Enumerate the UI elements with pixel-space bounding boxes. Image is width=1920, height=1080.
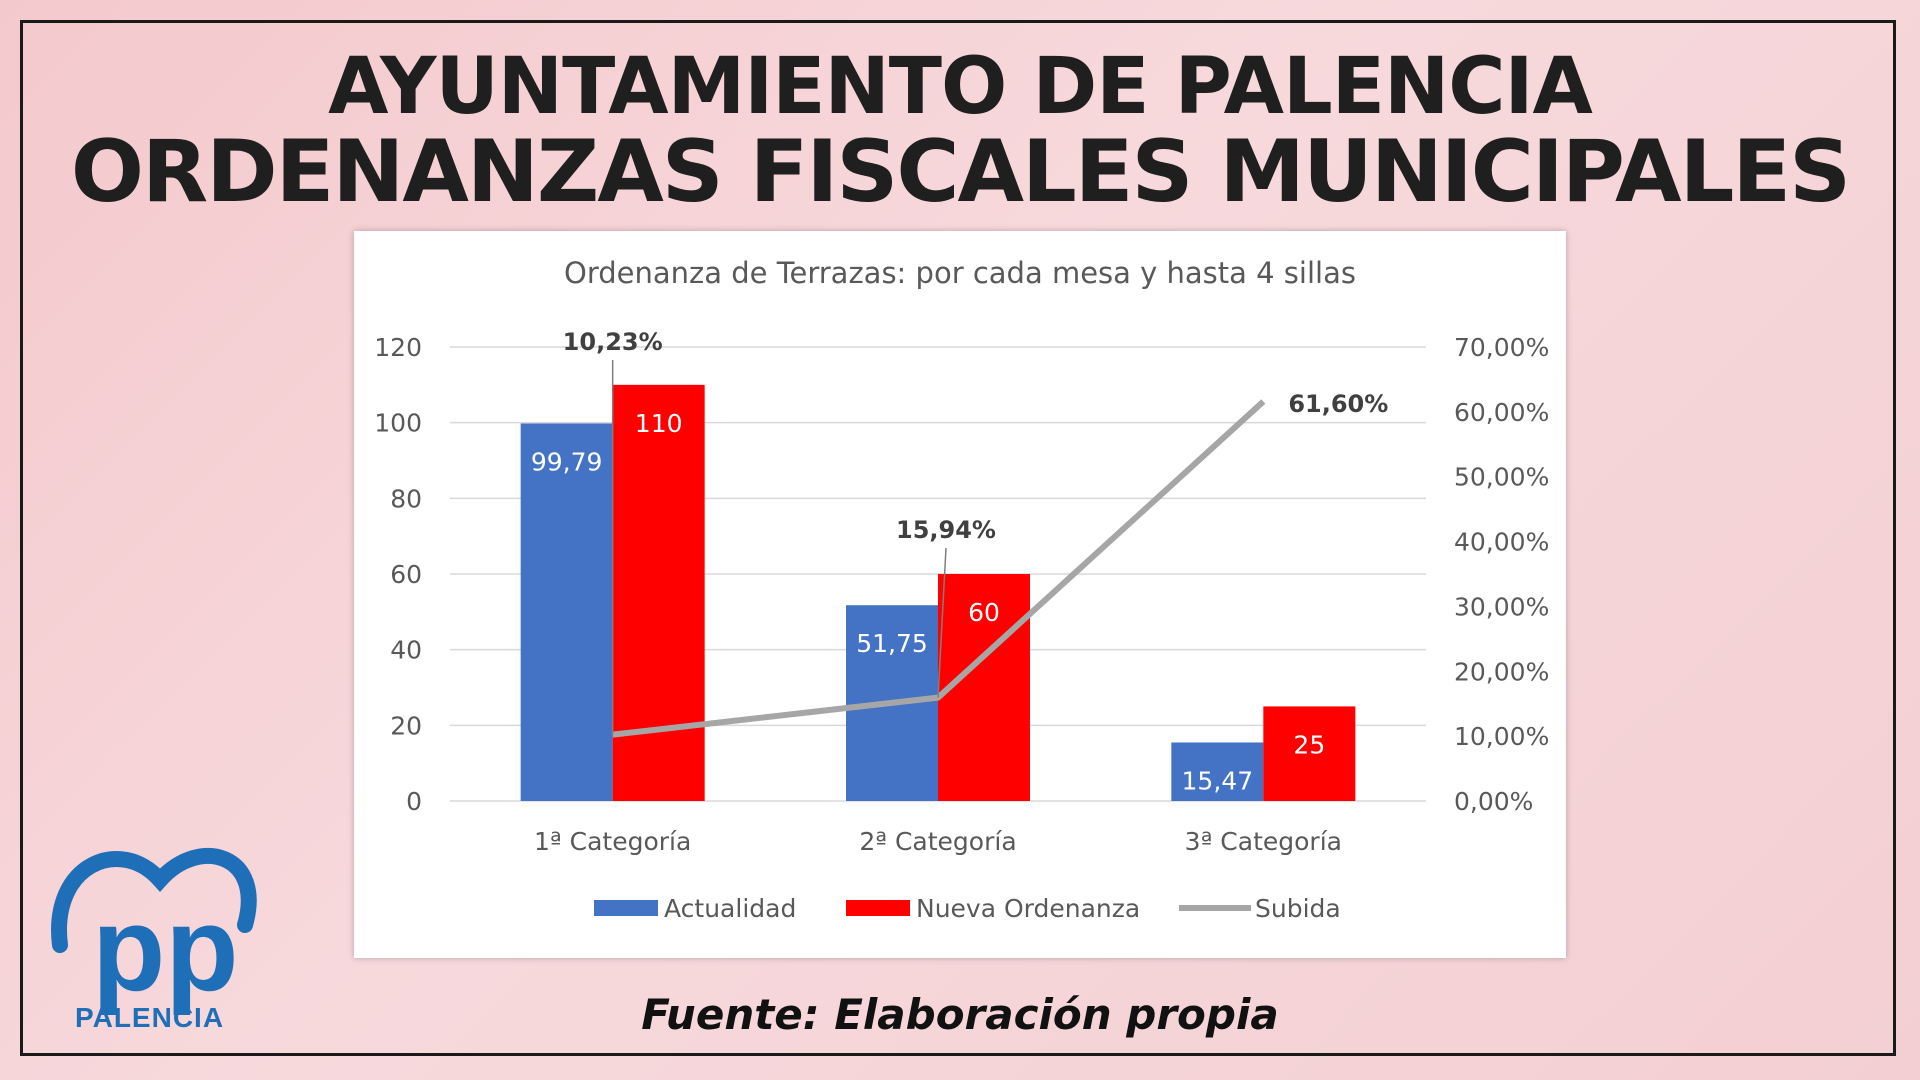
title-line-2: ORDENANZAS FISCALES MUNICIPALES bbox=[70, 122, 1851, 222]
bar-data-label: 15,47 bbox=[1182, 766, 1254, 795]
y-tick-label: 60 bbox=[390, 560, 422, 589]
legend-swatch bbox=[594, 900, 658, 916]
bar-data-label: 99,79 bbox=[531, 447, 603, 476]
legend-swatch bbox=[846, 900, 910, 916]
bar-data-label: 25 bbox=[1293, 730, 1325, 759]
category-label: 3ª Categoría bbox=[1185, 827, 1342, 856]
legend-label: Nueva Ordenanza bbox=[916, 894, 1140, 923]
y2-tick-label: 60,00% bbox=[1454, 398, 1549, 427]
y-tick-label: 80 bbox=[390, 484, 422, 513]
bar-nueva-ordenanza bbox=[612, 384, 705, 801]
chart-panel: Ordenanza de Terrazas: por cada mesa y h… bbox=[354, 231, 1566, 958]
logo-text: PALENCIA bbox=[75, 1002, 225, 1033]
y2-tick-label: 50,00% bbox=[1454, 463, 1549, 492]
source-note: Fuente: Elaboración propia bbox=[641, 990, 1279, 1039]
category-label: 2ª Categoría bbox=[859, 827, 1016, 856]
chart-title: Ordenanza de Terrazas: por cada mesa y h… bbox=[564, 256, 1356, 290]
y-tick-label: 100 bbox=[374, 409, 422, 438]
bar-actualidad bbox=[1171, 742, 1264, 801]
line-data-label: 61,60% bbox=[1288, 390, 1388, 418]
y2-tick-label: 40,00% bbox=[1454, 528, 1549, 557]
line-data-label: 10,23% bbox=[563, 328, 663, 356]
title-line-1: AYUNTAMIENTO DE PALENCIA bbox=[328, 42, 1593, 132]
bar-nueva-ordenanza bbox=[1263, 706, 1356, 801]
legend-label: Subida bbox=[1255, 894, 1341, 923]
line-data-label: 15,94% bbox=[896, 516, 996, 544]
bar-data-label: 60 bbox=[968, 598, 1000, 627]
y2-tick-label: 30,00% bbox=[1454, 592, 1549, 621]
y-tick-label: 40 bbox=[390, 636, 422, 665]
y-tick-label: 0 bbox=[406, 787, 422, 816]
category-label: 1ª Categoría bbox=[534, 827, 691, 856]
bar-actualidad bbox=[520, 423, 613, 801]
pp-logo-icon: pp bbox=[51, 848, 257, 1016]
y-tick-label: 20 bbox=[390, 711, 422, 740]
y-tick-label: 120 bbox=[374, 333, 422, 362]
legend-label: Actualidad bbox=[664, 894, 796, 923]
bar-data-label: 51,75 bbox=[856, 629, 928, 658]
bar-data-label: 110 bbox=[635, 409, 683, 438]
svg-text:pp: pp bbox=[92, 882, 239, 1016]
y2-tick-label: 0,00% bbox=[1454, 787, 1533, 816]
leader-line bbox=[937, 547, 947, 698]
y2-tick-label: 20,00% bbox=[1454, 657, 1549, 686]
y2-tick-label: 10,00% bbox=[1454, 722, 1549, 751]
y2-tick-label: 70,00% bbox=[1454, 333, 1549, 362]
chart-svg: Ordenanza de Terrazas: por cada mesa y h… bbox=[374, 256, 1549, 923]
